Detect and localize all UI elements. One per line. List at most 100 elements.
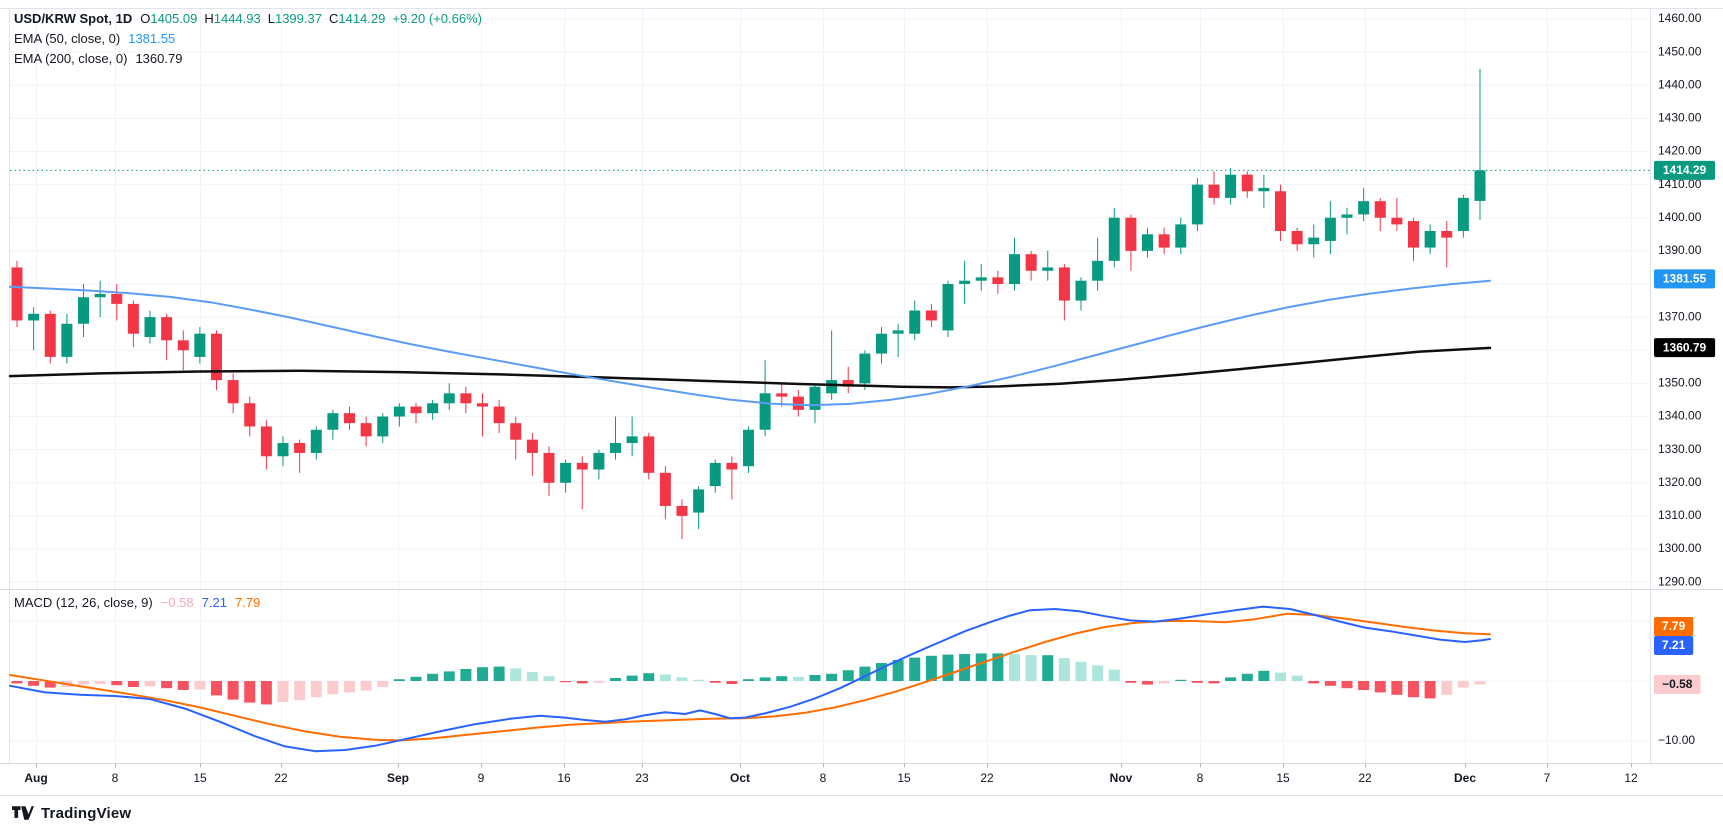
svg-text:1460.00: 1460.00 xyxy=(1658,11,1702,25)
macd-histogram xyxy=(11,653,1486,705)
candle xyxy=(776,393,788,397)
hist-bar xyxy=(959,654,971,681)
price-badge xyxy=(1654,674,1701,694)
price-axis[interactable]: 1460.00 1450.00 1440.00 1430.00 1420.00 1410.… xyxy=(1658,11,1702,747)
candle-series xyxy=(11,68,1486,540)
candle xyxy=(360,423,372,437)
candle xyxy=(1441,231,1453,238)
hist-bar xyxy=(1424,681,1436,699)
candle xyxy=(1275,191,1286,232)
candle xyxy=(443,393,455,404)
candle xyxy=(477,403,488,407)
price-badge xyxy=(1654,160,1716,180)
ema200-line xyxy=(8,346,1492,389)
hist-bar xyxy=(410,676,422,681)
svg-text:8: 8 xyxy=(820,771,827,785)
macd-legend-row[interactable]: MACD (12, 26, close, 9) −0.58 7.21 7.79 xyxy=(14,592,260,612)
hist-bar xyxy=(560,681,572,683)
candle xyxy=(1025,254,1037,271)
svg-text:1430.00: 1430.00 xyxy=(1658,111,1702,125)
hist-bar xyxy=(327,681,339,695)
macd-label: MACD (12, 26, close, 9) xyxy=(14,594,153,610)
symbol-legend-row[interactable]: USD/KRW Spot, 1D O1405.09 H1444.93 L1399… xyxy=(14,8,482,28)
candle xyxy=(1208,184,1220,198)
hist-bar xyxy=(127,681,139,687)
hist-bar xyxy=(1457,681,1469,688)
svg-text:1360.79: 1360.79 xyxy=(1663,340,1707,354)
candle xyxy=(1341,214,1353,218)
tradingview-logo[interactable]: TradingView xyxy=(12,803,131,823)
close-pair: C1414.29 xyxy=(329,11,385,26)
candle xyxy=(294,443,306,453)
candle xyxy=(1424,231,1436,248)
candle xyxy=(809,386,821,410)
candle xyxy=(1408,221,1419,248)
symbol-title[interactable]: USD/KRW Spot, 1D xyxy=(14,10,133,26)
svg-text:Dec: Dec xyxy=(1454,771,1476,785)
price-badge xyxy=(1654,636,1694,655)
hist-bar xyxy=(111,681,123,686)
candle xyxy=(1374,201,1386,218)
price-badge xyxy=(1654,617,1694,636)
change-value: +9.20 (+0.66%) xyxy=(392,10,482,26)
svg-text:22: 22 xyxy=(274,771,288,785)
candle xyxy=(743,429,754,467)
candle xyxy=(61,323,73,357)
candle xyxy=(1474,170,1486,201)
ema200-legend-row[interactable]: EMA (200, close, 0) 1360.79 xyxy=(14,48,482,68)
candle xyxy=(127,303,139,334)
low-label: L xyxy=(267,10,275,26)
hist-bar xyxy=(393,679,405,681)
macd-line xyxy=(9,605,1491,753)
hist-bar xyxy=(460,669,472,681)
hist-bar xyxy=(1025,655,1037,681)
svg-text:1340.00: 1340.00 xyxy=(1658,409,1702,423)
candle xyxy=(925,310,937,321)
candle xyxy=(28,313,40,321)
hist-bar xyxy=(1125,681,1137,683)
hist-bar xyxy=(942,654,954,681)
hist-bar xyxy=(876,663,887,681)
hist-bar xyxy=(11,681,23,684)
ema50-line xyxy=(9,279,1491,407)
candle xyxy=(1158,234,1170,248)
ema-lines xyxy=(8,279,1492,407)
candle xyxy=(1075,280,1087,301)
candle xyxy=(1457,197,1469,232)
candle xyxy=(1258,187,1270,192)
hist-bar xyxy=(593,681,605,683)
candle xyxy=(576,462,588,470)
svg-text:1350.00: 1350.00 xyxy=(1658,376,1702,390)
svg-text:1300.00: 1300.00 xyxy=(1658,541,1702,555)
ema50-legend-row[interactable]: EMA (50, close, 0) 1381.55 xyxy=(14,28,482,48)
hist-bar xyxy=(227,681,239,700)
svg-text:15: 15 xyxy=(897,771,911,785)
hist-bar xyxy=(1092,665,1104,681)
chart-canvas[interactable]: 1460.00 1450.00 1440.00 1430.00 1420.00 1410.… xyxy=(0,0,1723,800)
candle xyxy=(842,380,854,387)
hist-bar xyxy=(859,666,871,681)
svg-text:7: 7 xyxy=(1544,771,1551,785)
hist-bar xyxy=(809,675,821,681)
candle xyxy=(260,426,272,457)
candle xyxy=(1225,174,1237,198)
time-axis[interactable]: Aug 8 15 22 Sep 9 16 23 Oct 8 15 22 Nov 8 15 22 Dec 7 12 xyxy=(24,763,1638,786)
hist-bar xyxy=(792,676,804,681)
svg-text:7.79: 7.79 xyxy=(1662,619,1686,633)
hist-bar xyxy=(1175,679,1187,681)
svg-text:15: 15 xyxy=(193,771,207,785)
hist-bar xyxy=(676,677,688,681)
svg-text:1450.00: 1450.00 xyxy=(1658,44,1702,58)
candle xyxy=(211,333,222,381)
svg-text:1420.00: 1420.00 xyxy=(1658,144,1702,158)
svg-text:15: 15 xyxy=(1276,771,1290,785)
hist-bar xyxy=(244,681,256,703)
svg-text:9: 9 xyxy=(478,771,485,785)
svg-text:1410.00: 1410.00 xyxy=(1658,177,1702,191)
hist-bar xyxy=(161,681,173,689)
hist-bar xyxy=(1308,681,1320,684)
candle xyxy=(510,423,522,440)
candle xyxy=(593,452,605,470)
candle xyxy=(244,403,256,427)
